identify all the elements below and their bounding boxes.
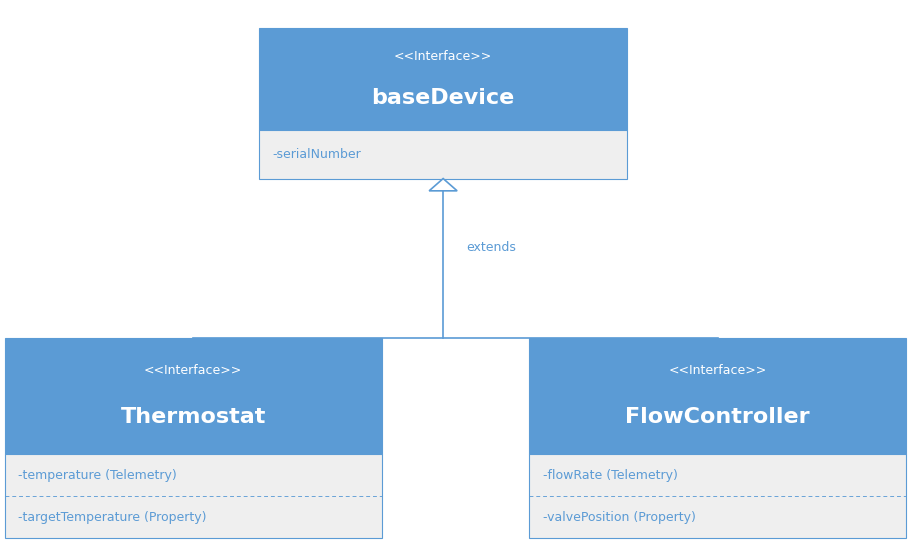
Bar (5, 338, 382, 454)
Text: -targetTemperature (Property): -targetTemperature (Property) (18, 511, 206, 524)
Text: <<Interface>>: <<Interface>> (394, 50, 493, 63)
Text: -temperature (Telemetry): -temperature (Telemetry) (18, 469, 177, 482)
Text: -serialNumber: -serialNumber (273, 148, 362, 161)
Text: -flowRate (Telemetry): -flowRate (Telemetry) (543, 469, 677, 482)
Bar (529, 338, 906, 454)
Text: <<Interface>>: <<Interface>> (144, 364, 243, 377)
Bar (259, 131, 627, 179)
Text: FlowController: FlowController (625, 407, 810, 427)
Text: Thermostat: Thermostat (121, 407, 265, 427)
Text: <<Interface>>: <<Interface>> (668, 364, 767, 377)
Bar (5, 454, 382, 538)
Polygon shape (429, 179, 457, 191)
Text: -valvePosition (Property): -valvePosition (Property) (543, 511, 695, 524)
Text: extends: extends (465, 241, 515, 254)
Bar (259, 28, 627, 131)
Text: baseDevice: baseDevice (372, 88, 514, 108)
Bar (529, 454, 906, 538)
